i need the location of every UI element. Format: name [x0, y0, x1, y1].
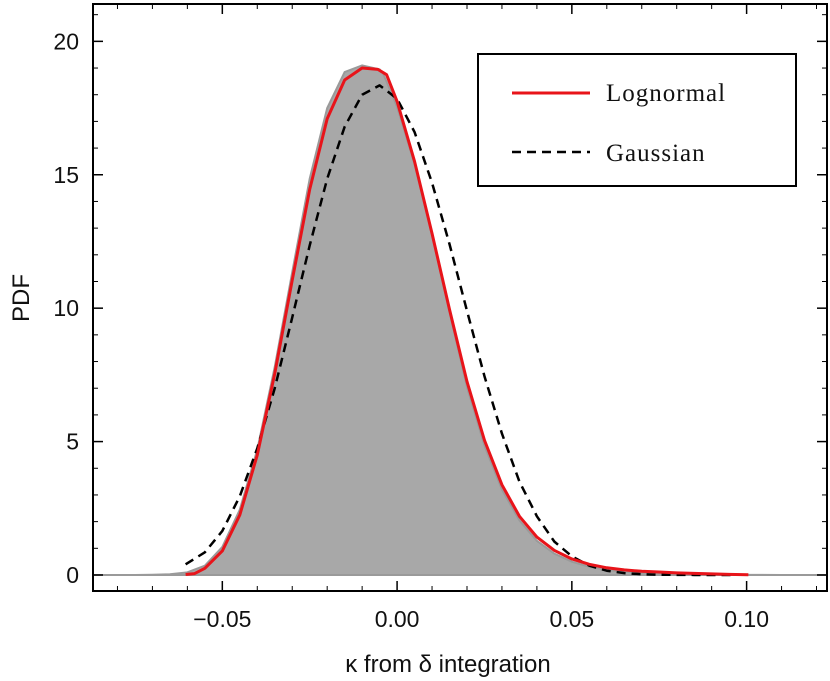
y-tick-label: 0: [66, 562, 79, 588]
x-tick-label: 0.00: [375, 606, 420, 632]
lognormal-curve: [185, 66, 749, 577]
y-tick-label: 10: [53, 295, 79, 321]
gaussian-curve: [184, 84, 731, 577]
y-tick-label: 5: [66, 429, 79, 455]
legend-box: [477, 53, 797, 187]
x-tick-label: −0.05: [193, 606, 251, 632]
x-tick-label: 0.05: [549, 606, 594, 632]
x-axis-title: κ from δ integration: [345, 651, 550, 678]
legend-gaussian-label: Gaussian: [606, 140, 706, 167]
x-tick-label: 0.10: [724, 606, 769, 632]
plot-frame: [92, 3, 828, 592]
legend-lognormal-label: Lognormal: [606, 80, 726, 107]
y-axis-title: PDF: [8, 274, 35, 322]
axes-layer: −0.05 0.00 0.05 0.10 0 5 10 15 20: [53, 4, 827, 632]
plot-data-layer: [93, 64, 827, 577]
legend: Lognormal Gaussian: [477, 53, 797, 187]
y-tick-label: 20: [53, 28, 79, 54]
y-tick-label: 15: [53, 162, 79, 188]
